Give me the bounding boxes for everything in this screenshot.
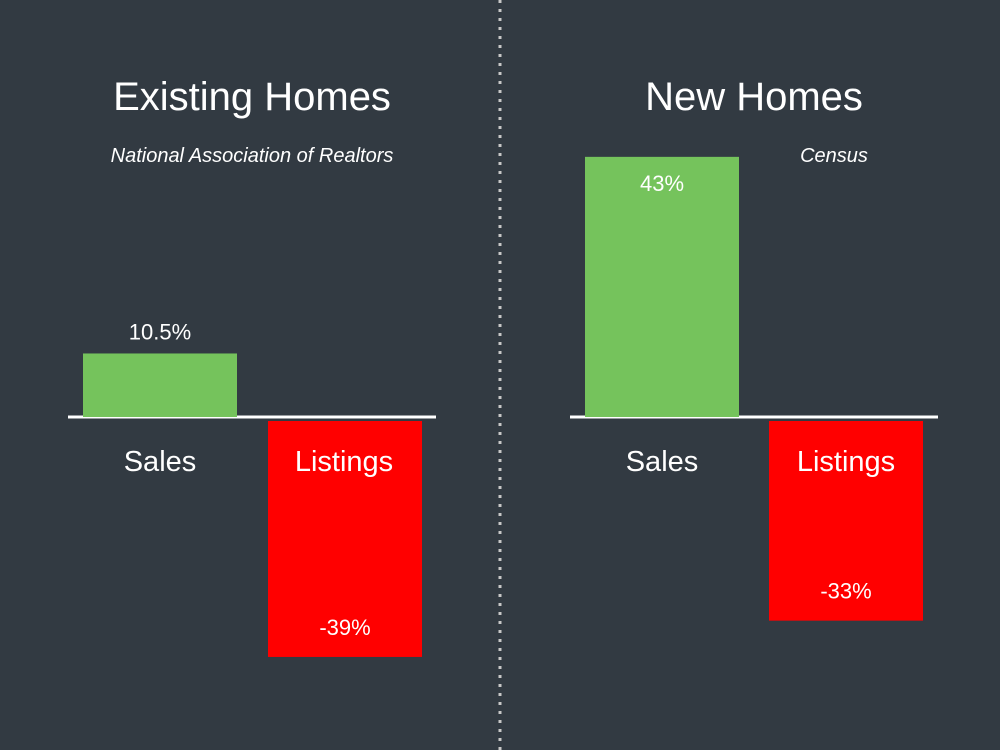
bar-sales: [83, 353, 237, 417]
value-label-listings: -33%: [820, 579, 871, 604]
chart-title: Existing Homes: [113, 75, 391, 119]
category-label-sales: Sales: [124, 446, 197, 478]
category-label-sales: Sales: [626, 446, 699, 478]
bar-listings: [268, 421, 422, 657]
new-homes-panel: New Homes Census 43% -33% Sales Listings: [570, 75, 938, 621]
category-label-listings: Listings: [295, 446, 393, 478]
bar-listings: [769, 421, 923, 621]
existing-homes-panel: Existing Homes National Association of R…: [68, 75, 436, 657]
chart-subtitle: Census: [800, 145, 868, 167]
value-label-listings: -39%: [319, 615, 370, 640]
category-label-listings: Listings: [797, 446, 895, 478]
value-label-sales: 43%: [640, 171, 684, 196]
chart-title: New Homes: [645, 75, 863, 119]
bar-sales: [585, 156, 739, 417]
value-label-sales: 10.5%: [129, 319, 191, 344]
chart-subtitle: National Association of Realtors: [111, 145, 394, 167]
